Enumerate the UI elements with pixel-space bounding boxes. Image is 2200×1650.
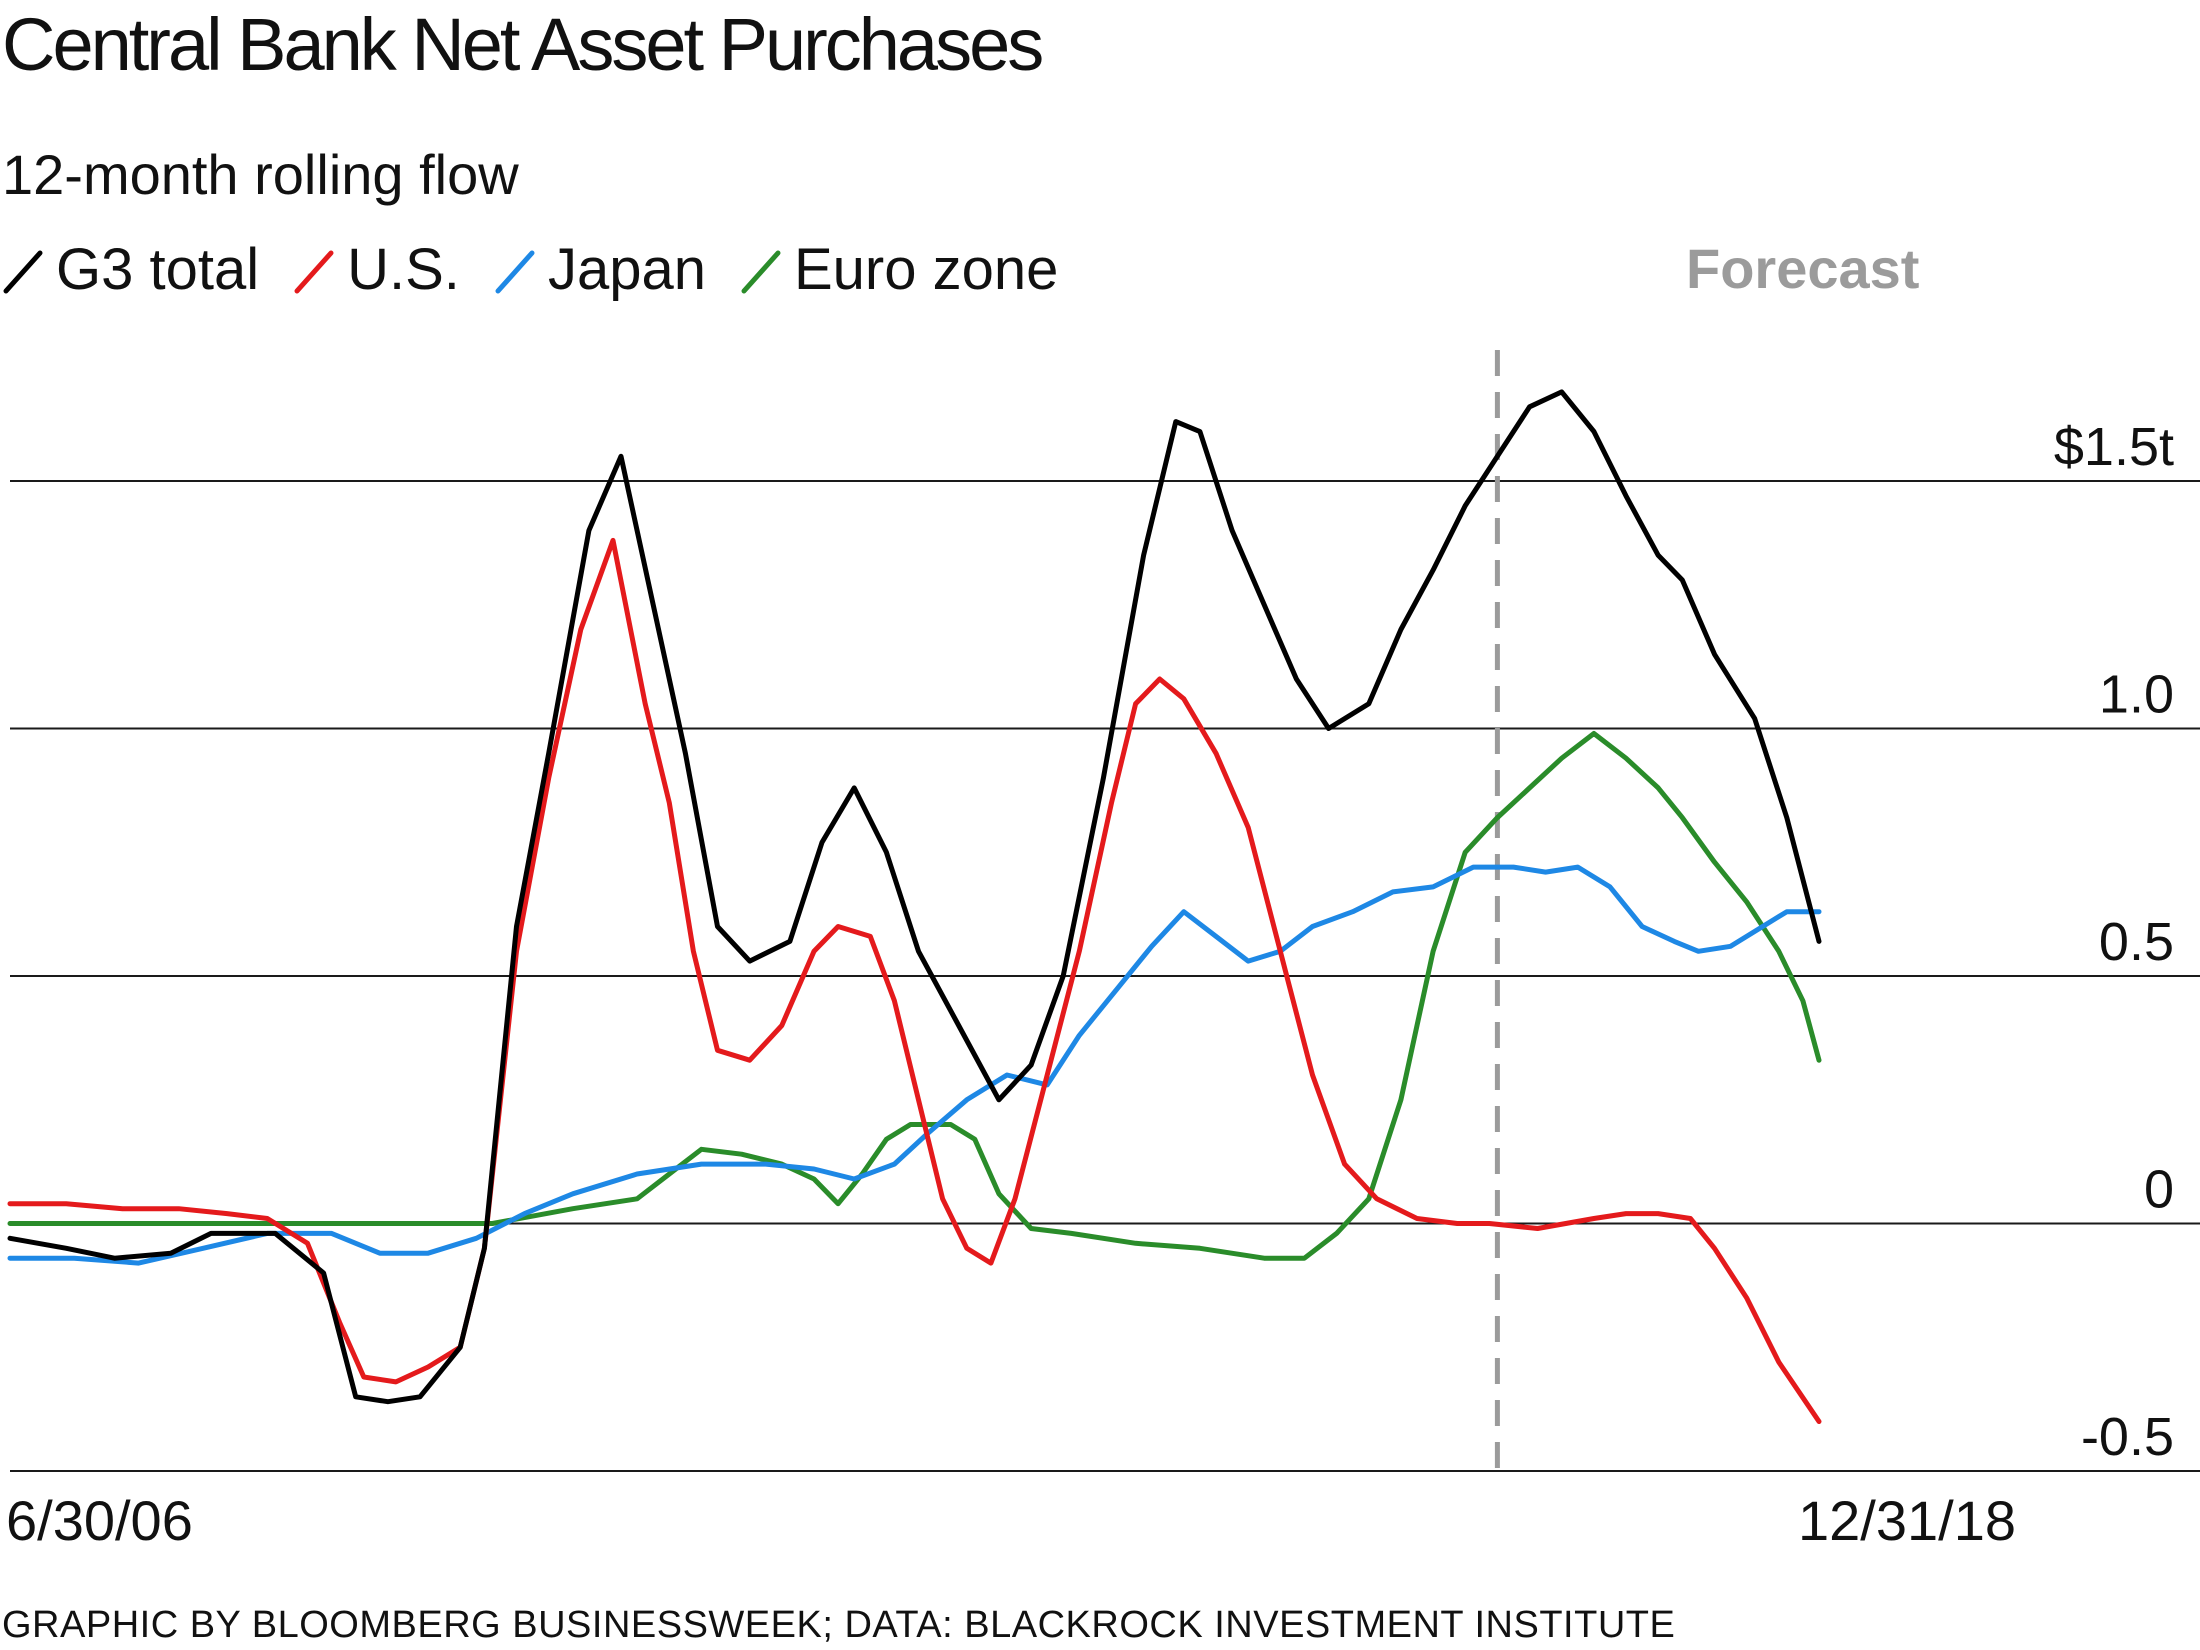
legend-swatch-g3-total: [3, 250, 43, 294]
y-tick-label-0: $1.5t: [2054, 417, 2174, 477]
legend-swatch-us: [294, 250, 334, 294]
legend-item-japan: Japan: [492, 236, 706, 303]
series-line-euro-zone: [7, 731, 1822, 1261]
series-line-japan: [7, 864, 1822, 1266]
x-tick-label-end: 12/31/18: [1798, 1489, 2016, 1552]
chart-subtitle: 12-month rolling flow: [2, 143, 519, 206]
source-credit: GRAPHIC BY BLOOMBERG BUSINESSWEEK; DATA:…: [2, 1604, 1676, 1646]
forecast-label: Forecast: [1686, 237, 1920, 300]
y-tick-label-2: 0.5: [2099, 912, 2174, 972]
legend-label-euro-zone: Euro zone: [793, 236, 1059, 302]
legend-label-g3-total: G3 total: [56, 236, 260, 302]
series-line-g3-total: [7, 389, 1822, 1405]
legend-swatch-japan: [495, 250, 535, 294]
legend-swatch-euro-zone: [741, 250, 781, 294]
y-tick-label-4: -0.5: [2081, 1407, 2174, 1467]
y-tick-label-3: 0: [2144, 1160, 2174, 1220]
legend-label-japan: Japan: [547, 236, 706, 302]
chart-title: Central Bank Net Asset Purchases: [2, 3, 1044, 86]
legend-item-g3-total: G3 total: [0, 236, 259, 303]
legend-item-euro-zone: Euro zone: [738, 236, 1058, 303]
x-tick-label-start: 6/30/06: [6, 1489, 193, 1552]
y-tick-label-1: 1.0: [2099, 665, 2174, 725]
series-line-u-s: [7, 537, 1822, 1424]
legend: G3 total U.S. Japan Euro zone: [0, 234, 1090, 304]
legend-item-us: U.S.: [291, 236, 460, 303]
legend-label-us: U.S.: [347, 236, 460, 302]
